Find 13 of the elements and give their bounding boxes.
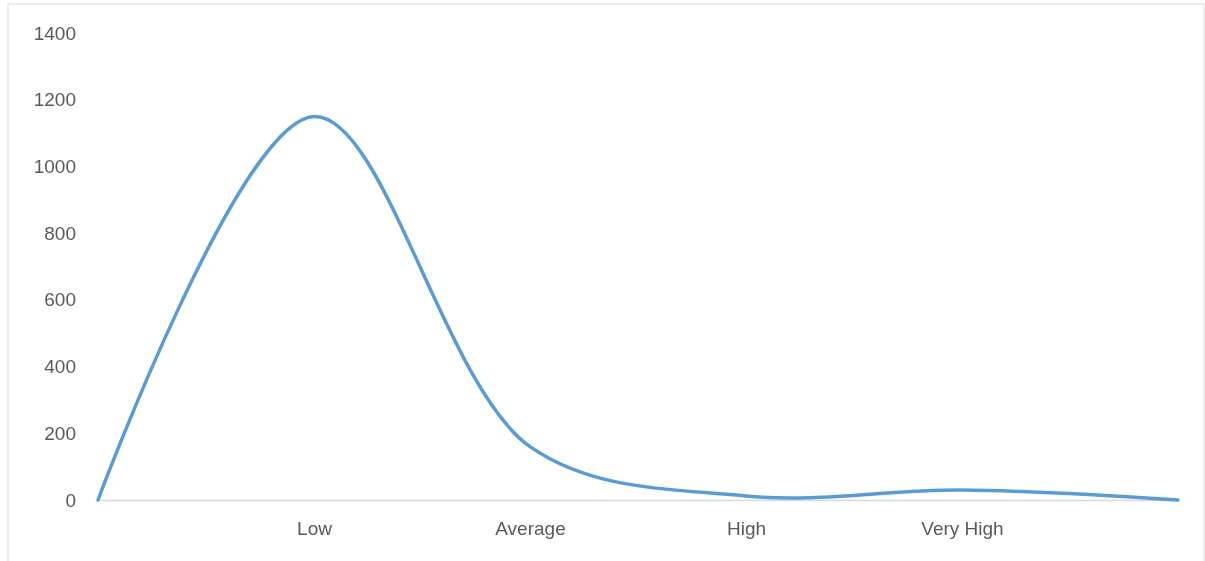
x-tick-label: Low <box>297 518 333 540</box>
x-tick-label: Very High <box>921 518 1004 540</box>
y-tick-label: 400 <box>44 356 76 378</box>
y-tick-label: 0 <box>65 489 76 511</box>
y-tick-label: 1200 <box>33 89 76 111</box>
y-tick-label: 200 <box>44 422 76 444</box>
line-series <box>96 114 1180 502</box>
y-tick-label: 600 <box>44 289 76 311</box>
y-tick-label: 800 <box>44 222 76 244</box>
y-tick-label: 1400 <box>33 22 76 44</box>
x-tick-label: High <box>726 518 767 540</box>
y-tick-label: 1000 <box>33 156 76 178</box>
x-tick-label: Average <box>495 518 566 540</box>
